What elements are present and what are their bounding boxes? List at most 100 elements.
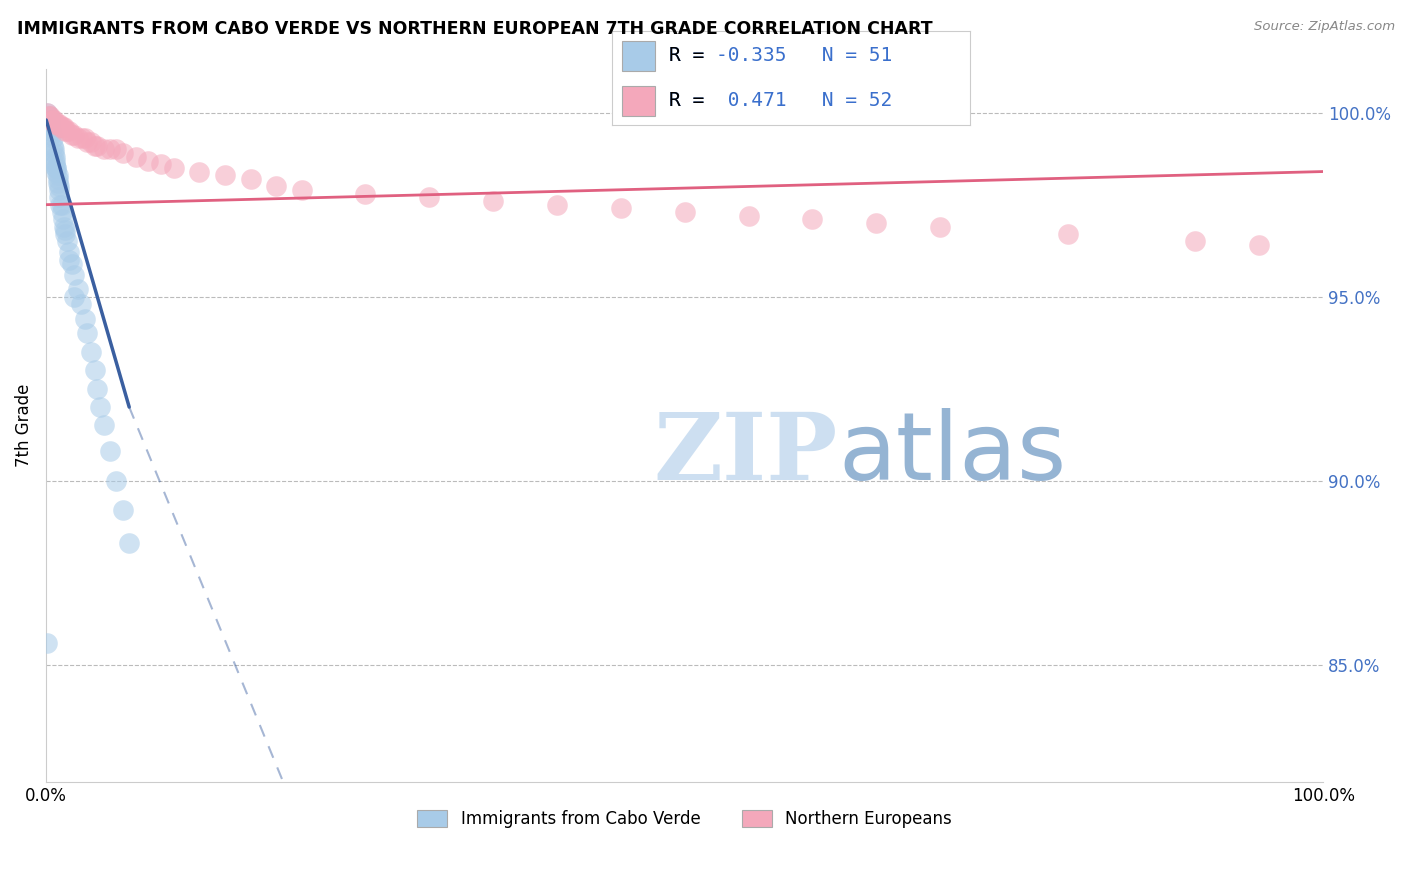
Point bbox=[42, 146, 65, 161]
Point bbox=[53, 227, 76, 241]
Point bbox=[98, 143, 121, 157]
Point bbox=[46, 176, 69, 190]
Point bbox=[929, 219, 952, 234]
Point bbox=[93, 418, 115, 433]
Point bbox=[48, 117, 70, 131]
Point bbox=[42, 113, 65, 128]
Point bbox=[53, 124, 76, 138]
Text: R =  0.471   N = 52: R = 0.471 N = 52 bbox=[669, 91, 893, 110]
Text: Source: ZipAtlas.com: Source: ZipAtlas.com bbox=[1254, 20, 1395, 33]
Point bbox=[42, 143, 65, 157]
Point bbox=[290, 183, 312, 197]
Point bbox=[188, 164, 211, 178]
Point bbox=[163, 161, 186, 175]
Point bbox=[53, 219, 76, 234]
Point bbox=[39, 113, 62, 128]
Point bbox=[44, 150, 66, 164]
Point bbox=[418, 190, 440, 204]
Point bbox=[124, 150, 146, 164]
Text: R =: R = bbox=[669, 46, 704, 65]
Y-axis label: 7th Grade: 7th Grade bbox=[15, 384, 32, 467]
Point bbox=[150, 157, 173, 171]
Point bbox=[38, 109, 60, 123]
Point bbox=[69, 297, 91, 311]
Point bbox=[138, 153, 160, 168]
Point bbox=[45, 161, 67, 175]
Text: R = -0.335   N = 51: R = -0.335 N = 51 bbox=[669, 46, 893, 65]
Point bbox=[45, 164, 67, 178]
Point bbox=[67, 282, 90, 296]
Text: R =: R = bbox=[669, 91, 704, 110]
Point bbox=[41, 113, 63, 128]
Point bbox=[76, 326, 98, 341]
Point bbox=[264, 179, 287, 194]
Legend: Immigrants from Cabo Verde, Northern Europeans: Immigrants from Cabo Verde, Northern Eur… bbox=[411, 803, 959, 835]
Point bbox=[60, 128, 83, 142]
Point bbox=[58, 124, 80, 138]
Point bbox=[118, 536, 141, 550]
Point bbox=[546, 197, 568, 211]
Point bbox=[80, 344, 103, 359]
Point bbox=[737, 209, 759, 223]
Point bbox=[83, 138, 105, 153]
Text: IMMIGRANTS FROM CABO VERDE VS NORTHERN EUROPEAN 7TH GRADE CORRELATION CHART: IMMIGRANTS FROM CABO VERDE VS NORTHERN E… bbox=[17, 20, 932, 37]
Point bbox=[51, 120, 73, 135]
Point bbox=[41, 138, 63, 153]
Point bbox=[63, 128, 86, 142]
Point bbox=[214, 168, 236, 182]
Point bbox=[55, 124, 77, 138]
Point bbox=[39, 120, 62, 135]
Point bbox=[239, 172, 262, 186]
Point bbox=[38, 109, 60, 123]
Point bbox=[105, 143, 128, 157]
Point bbox=[44, 117, 66, 131]
Point bbox=[482, 194, 505, 208]
Point bbox=[63, 268, 86, 282]
Point bbox=[86, 382, 108, 396]
Point bbox=[39, 113, 62, 128]
Point bbox=[801, 212, 824, 227]
Point bbox=[49, 120, 72, 135]
Point bbox=[1056, 227, 1078, 241]
Point bbox=[48, 183, 70, 197]
Point bbox=[45, 161, 67, 175]
FancyBboxPatch shape bbox=[623, 40, 655, 70]
FancyBboxPatch shape bbox=[623, 86, 655, 116]
Point bbox=[52, 212, 75, 227]
Point bbox=[39, 109, 62, 123]
Point bbox=[44, 153, 66, 168]
Point bbox=[93, 143, 115, 157]
Point bbox=[46, 117, 69, 131]
Point bbox=[673, 205, 696, 219]
Point bbox=[1249, 238, 1271, 252]
Point bbox=[39, 117, 62, 131]
Point bbox=[55, 235, 77, 249]
Point bbox=[37, 635, 59, 649]
Point bbox=[98, 444, 121, 458]
Point bbox=[45, 117, 67, 131]
Point bbox=[60, 256, 83, 270]
Point bbox=[37, 105, 59, 120]
Point bbox=[111, 146, 134, 161]
Point bbox=[58, 245, 80, 260]
Point bbox=[41, 131, 63, 145]
Point bbox=[52, 120, 75, 135]
Point bbox=[67, 131, 90, 145]
Point bbox=[51, 205, 73, 219]
Point bbox=[39, 128, 62, 142]
Point bbox=[105, 474, 128, 488]
Point bbox=[39, 124, 62, 138]
Point bbox=[49, 197, 72, 211]
Point bbox=[51, 197, 73, 211]
Point bbox=[1184, 235, 1206, 249]
Point bbox=[58, 252, 80, 267]
Point bbox=[73, 311, 96, 326]
Point bbox=[865, 216, 887, 230]
Text: atlas: atlas bbox=[838, 408, 1066, 500]
Point bbox=[48, 179, 70, 194]
Point bbox=[354, 186, 377, 201]
Point bbox=[37, 105, 59, 120]
Point bbox=[44, 157, 66, 171]
Text: ZIP: ZIP bbox=[654, 409, 838, 499]
Point bbox=[48, 190, 70, 204]
